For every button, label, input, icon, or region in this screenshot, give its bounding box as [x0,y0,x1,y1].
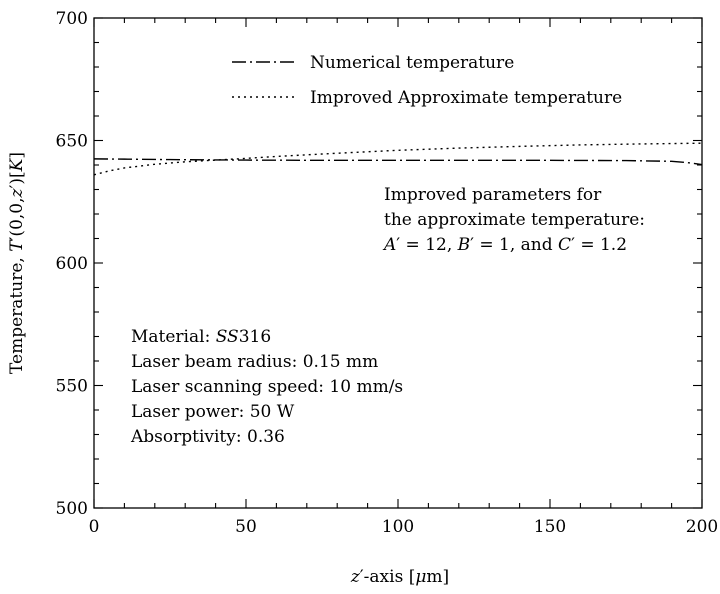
legend-label-approximate: Improved Approximate temperature [310,88,622,108]
x-tick-label: 150 [534,517,566,537]
series-line-approximate [93,142,703,176]
absorptivity-line: Absorptivity: 0.36 [130,427,285,447]
material-annotation: Material: SS316 Laser beam radius: 0.15 … [130,327,403,447]
parameters-line-2: the approximate temperature: [384,210,645,230]
y-tick-label: 650 [56,132,88,152]
y-tick-label: 700 [56,9,88,29]
y-tick-label: 550 [56,377,88,397]
parameters-annotation: Improved parameters for the approximate … [382,185,645,255]
material-line: Material: SS316 [131,327,271,347]
tick-labels: 0 50 100 150 200 500 550 600 650 700 [56,9,719,537]
series-group [93,142,703,176]
beam-radius-line: Laser beam radius: 0.15 mm [131,352,378,372]
legend-label-numerical: Numerical temperature [310,53,514,73]
laser-power-line: Laser power: 50 W [131,402,295,422]
x-axis-title: z′-axis [μm] [350,567,449,587]
x-tick-label: 200 [686,517,718,537]
x-tick-label: 50 [235,517,257,537]
parameters-line-3: A′ = 12, B′ = 1, and C′ = 1.2 [382,235,627,255]
y-axis-title: Temperature, T′(0,0,z′)[K] [7,152,27,374]
axis-ticks [93,17,703,509]
series-line-numerical [93,158,703,166]
y-tick-label: 600 [56,254,88,274]
x-tick-label: 100 [382,517,414,537]
scanning-speed-line: Laser scanning speed: 10 mm/s [131,377,403,397]
x-tick-label: 0 [89,517,100,537]
y-tick-label: 500 [56,499,88,519]
legend: Numerical temperature Improved Approxima… [232,53,622,108]
parameters-line-1: Improved parameters for [384,185,602,205]
